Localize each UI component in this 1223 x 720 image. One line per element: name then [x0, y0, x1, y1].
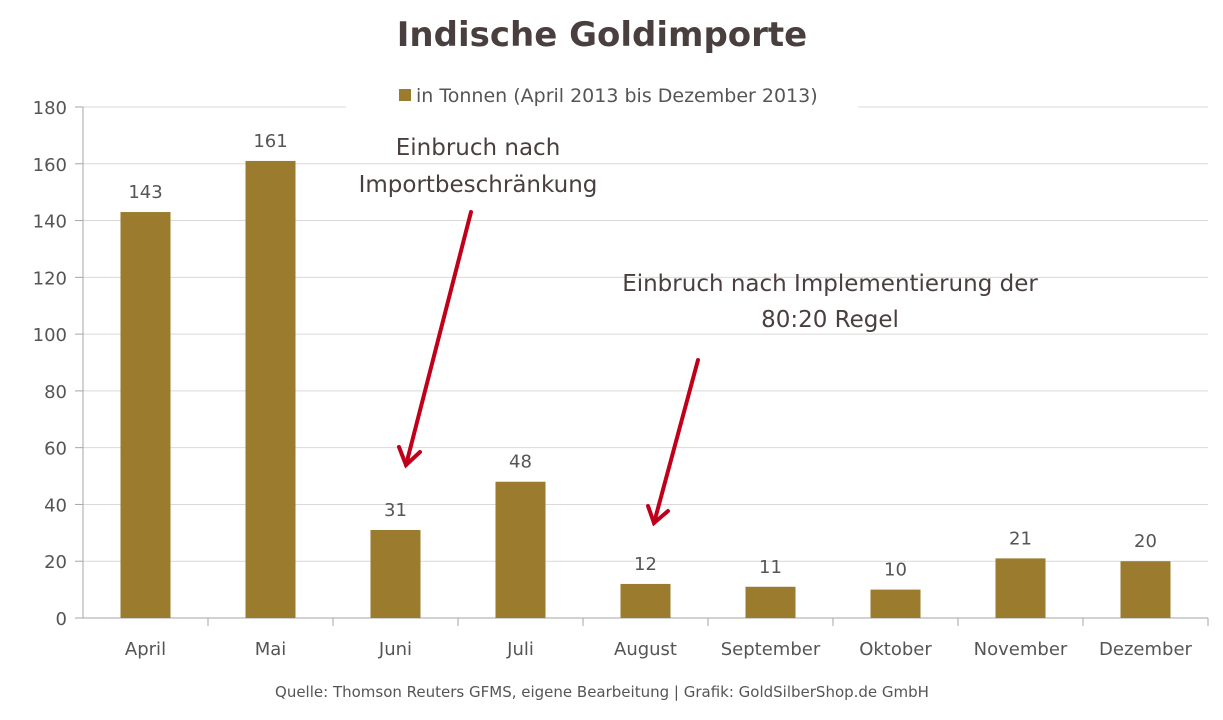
annotation-8020-rule: Einbruch nach Implementierung der 80:20 … — [622, 271, 1038, 527]
y-tick-label: 160 — [33, 155, 67, 176]
y-tick-label: 100 — [33, 325, 67, 346]
bars — [120, 160, 1171, 619]
data-label-dezember: 20 — [1134, 531, 1157, 552]
bar-mai — [245, 160, 296, 618]
legend: in Tonnen (April 2013 bis Dezember 2013) — [399, 85, 818, 107]
bar-juli — [495, 481, 546, 618]
y-tick-label: 180 — [33, 98, 67, 119]
bar-april — [120, 212, 171, 619]
y-axis-ticks: 0 20 40 60 80 100 120 140 160 180 — [33, 98, 83, 630]
data-label-november: 21 — [1009, 528, 1032, 549]
y-tick-label: 40 — [44, 495, 67, 516]
data-label-mai: 161 — [253, 131, 287, 152]
legend-label: in Tonnen (April 2013 bis Dezember 2013) — [416, 85, 818, 107]
y-tick-label: 120 — [33, 268, 67, 289]
x-tick-label-april: April — [125, 639, 166, 660]
y-tick-label: 80 — [44, 382, 67, 403]
data-label-august: 12 — [634, 554, 657, 575]
data-label-juni: 31 — [384, 500, 407, 521]
annotation-2-line-2: 80:20 Regel — [761, 307, 899, 333]
x-tick-label-september: September — [721, 639, 821, 660]
y-tick-label: 0 — [56, 609, 67, 630]
x-tick-label-august: August — [614, 639, 677, 660]
x-axis-ticks: April Mai Juni Juli August September Oktober No… — [125, 618, 1209, 660]
y-tick-label: 20 — [44, 552, 67, 573]
annotation-1-arrow — [397, 210, 473, 469]
legend-swatch — [399, 89, 411, 101]
annotation-2-arrow — [646, 358, 700, 527]
data-label-september: 11 — [759, 557, 782, 578]
bar-august — [620, 583, 671, 618]
data-label-juli: 48 — [509, 452, 532, 473]
data-labels: 143 161 31 48 12 11 10 21 20 — [128, 131, 1157, 581]
y-tick-label: 60 — [44, 439, 67, 460]
annotation-1-line-1: Einbruch nach — [396, 135, 561, 161]
x-tick-label-oktober: Oktober — [859, 639, 932, 660]
x-tick-label-mai: Mai — [255, 639, 287, 660]
annotation-1-line-2: Importbeschränkung — [359, 172, 598, 198]
annotation-import-restriction: Einbruch nach Importbeschränkung — [359, 135, 598, 469]
x-tick-label-november: November — [974, 639, 1068, 660]
x-tick-label-dezember: Dezember — [1099, 639, 1192, 660]
bar-september — [745, 586, 796, 618]
data-label-oktober: 10 — [884, 560, 907, 581]
chart-title: Indische Goldimporte — [397, 15, 807, 55]
legend-background — [346, 83, 858, 111]
x-tick-label-juni: Juni — [378, 639, 412, 660]
source-note: Quelle: Thomson Reuters GFMS, eigene Bea… — [275, 683, 929, 701]
bar-november — [995, 558, 1046, 618]
bar-juni — [370, 529, 421, 618]
y-tick-label: 140 — [33, 212, 67, 233]
data-label-april: 143 — [128, 182, 162, 203]
annotation-2-line-1: Einbruch nach Implementierung der — [622, 271, 1038, 297]
bar-oktober — [870, 589, 921, 618]
x-tick-label-juli: Juli — [506, 639, 534, 660]
bar-dezember — [1120, 561, 1171, 618]
